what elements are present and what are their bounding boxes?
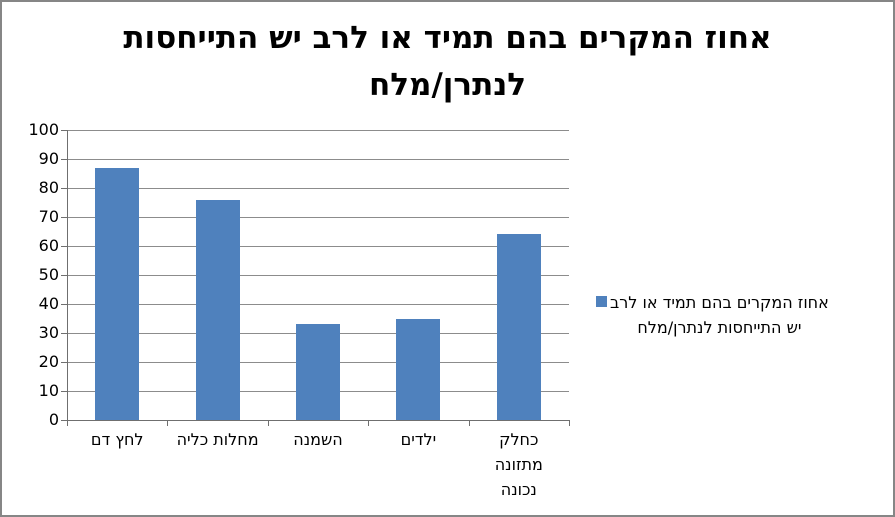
y-tick-20 xyxy=(61,361,67,363)
bar-0 xyxy=(95,167,140,420)
legend-series-label: אחוז המקרים בהם תמיד או לרב יש התייחסות … xyxy=(610,293,829,337)
x-tick-3 xyxy=(368,420,370,426)
y-tick-70 xyxy=(61,216,67,218)
bar-1 xyxy=(195,199,240,420)
x-tick-2 xyxy=(267,420,269,426)
bar-3 xyxy=(396,318,441,420)
bar-4 xyxy=(496,234,541,420)
x-category-label-3: ילדים xyxy=(400,430,437,449)
y-tick-40 xyxy=(61,303,67,305)
y-tick-label-80: 80 xyxy=(38,178,59,197)
y-tick-50 xyxy=(61,274,67,276)
y-tick-label-90: 90 xyxy=(38,149,59,168)
y-tick-10 xyxy=(61,390,67,392)
y-tick-label-70: 70 xyxy=(38,207,59,226)
y-tick-label-100: 100 xyxy=(28,120,59,139)
bar-2 xyxy=(296,324,340,420)
y-tick-90 xyxy=(61,158,67,160)
x-category-label-0: לחץ דם xyxy=(90,430,144,449)
legend: אחוז המקרים בהם תמיד או לרב יש התייחסות … xyxy=(596,290,829,340)
gridline-40 xyxy=(67,303,569,305)
y-tick-label-50: 50 xyxy=(38,265,59,284)
x-tick-0 xyxy=(67,420,68,426)
y-tick-100 xyxy=(61,129,67,131)
y-tick-60 xyxy=(61,245,67,247)
x-tick-5 xyxy=(569,420,570,426)
y-tick-label-60: 60 xyxy=(38,236,59,255)
gridline-90 xyxy=(67,158,569,160)
x-axis-line xyxy=(67,420,570,421)
y-tick-label-0: 0 xyxy=(48,410,59,429)
chart-title: אחוז המקרים בהם תמיד או לרב יש התייחסות … xyxy=(123,20,772,103)
gridline-80 xyxy=(67,187,569,189)
gridline-50 xyxy=(67,274,569,276)
gridline-70 xyxy=(67,216,569,218)
y-axis-line xyxy=(67,130,68,420)
legend-series-marker-icon xyxy=(596,296,607,307)
y-tick-80 xyxy=(61,187,67,189)
y-tick-30 xyxy=(61,332,67,334)
y-tick-label-20: 20 xyxy=(38,352,59,371)
x-category-label-1: מחלות כליה xyxy=(176,430,259,449)
y-tick-0 xyxy=(61,419,67,421)
y-tick-label-10: 10 xyxy=(38,381,59,400)
x-category-label-4: כחלק מתזונה נכונה xyxy=(494,430,543,499)
gridline-100 xyxy=(67,129,569,131)
y-tick-label-40: 40 xyxy=(38,294,59,313)
x-category-label-2: השמנה xyxy=(293,430,343,449)
x-tick-1 xyxy=(167,420,169,426)
gridline-60 xyxy=(67,245,569,247)
y-tick-label-30: 30 xyxy=(38,323,59,342)
x-tick-4 xyxy=(468,420,470,426)
